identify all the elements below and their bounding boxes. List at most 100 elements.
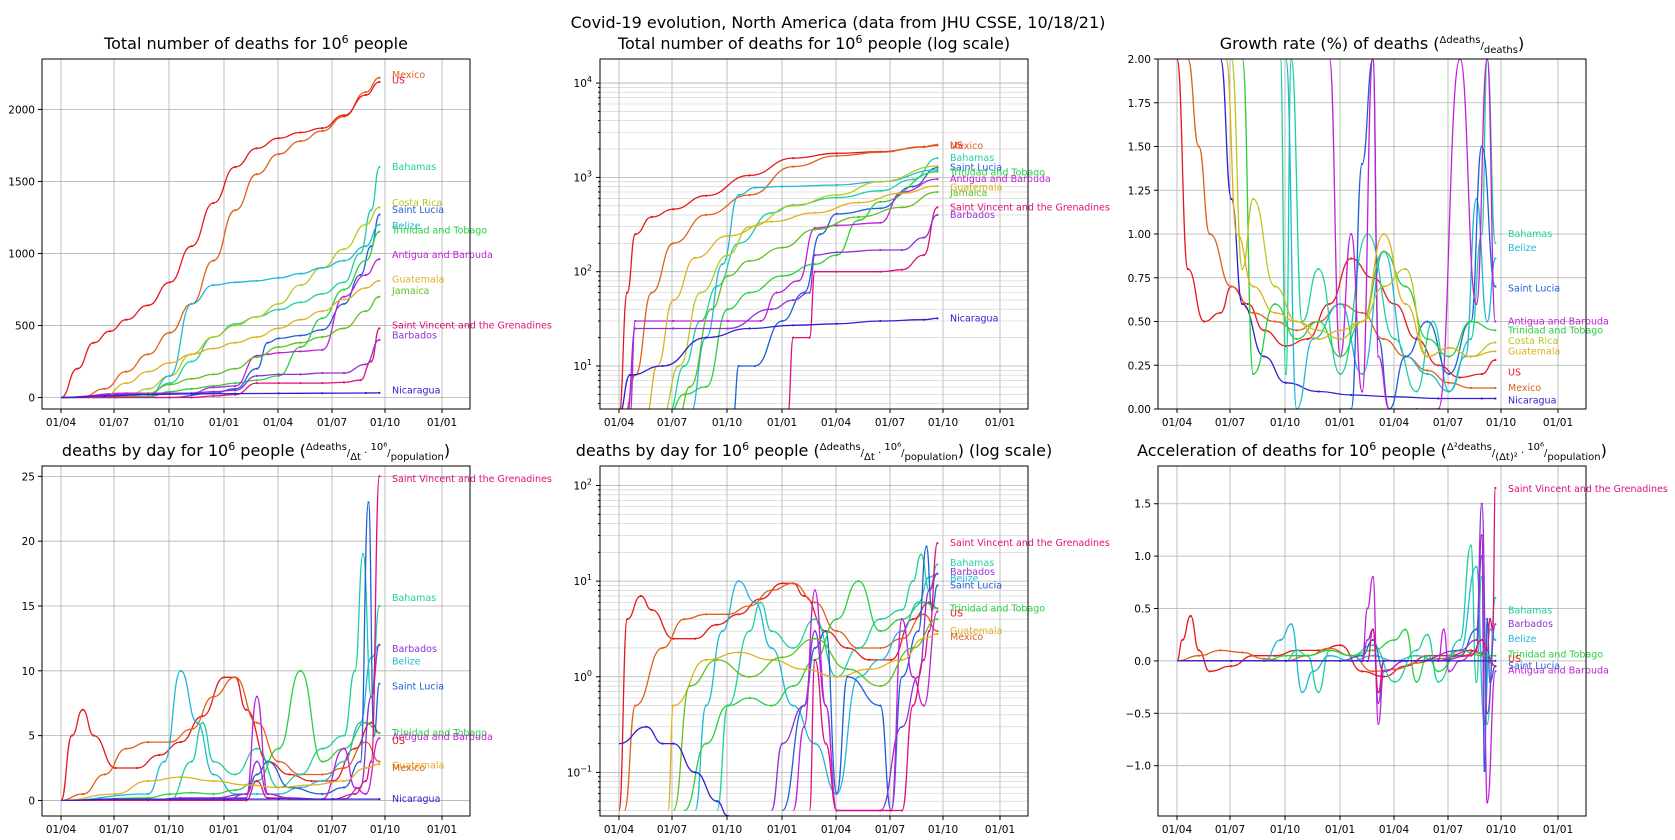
data-point-antigua-and-barbuda — [1382, 670, 1385, 673]
data-point-barbados — [234, 389, 237, 392]
series-end-label-nicaragua: Nicaragua — [392, 794, 440, 805]
data-point-barbados — [726, 327, 730, 330]
panel-title-frac2-den: population — [391, 452, 444, 463]
data-point-belize — [721, 263, 724, 266]
series-end-label-antigua-and-barbuda: Antigua and Barbuda — [950, 174, 1051, 185]
x-tick-label: 01/10 — [1486, 417, 1516, 429]
data-point-saint-vincent-and-the-grenadines — [936, 206, 939, 209]
data-point-bahamas — [190, 360, 193, 363]
y-tick-label: 1.50 — [1128, 142, 1151, 154]
data-point-antigua-and-barbuda — [234, 384, 237, 388]
data-point-us — [1339, 644, 1342, 647]
data-point-bahamas — [900, 608, 904, 612]
x-tick-label: 01/10 — [1270, 417, 1300, 429]
data-point-saint-lucia — [255, 773, 258, 776]
data-point-guatemala — [378, 763, 381, 766]
data-point-us — [1186, 267, 1189, 271]
series-end-label-costa-rica: Costa Rica — [1508, 336, 1558, 347]
data-point-trinidad-and-tobago — [1350, 654, 1353, 657]
y-tick-label: 102 — [574, 264, 592, 279]
data-point-guatemala — [803, 668, 806, 671]
data-point-bahamas — [1426, 633, 1429, 636]
panel-title-sup: 6 — [342, 33, 349, 46]
data-point-saint-vincent-and-the-grenadines — [900, 268, 904, 271]
data-point-guatemala — [277, 786, 280, 789]
data-point-antigua-and-barbuda — [759, 319, 762, 323]
data-point-saint-vincent-and-the-grenadines — [936, 542, 939, 545]
data-point-us — [1350, 257, 1353, 260]
data-point-barbados — [803, 704, 806, 707]
data-point-trinidad-and-tobago — [364, 259, 367, 262]
data-point-mexico — [748, 193, 751, 197]
y-tick-label: 0.75 — [1128, 273, 1151, 285]
data-point-bahamas — [1486, 722, 1489, 725]
x-tick-label: 01/01 — [1543, 417, 1573, 429]
panel-title-text: deaths by day for 10 — [576, 441, 742, 460]
data-point-antigua-and-barbuda — [342, 295, 346, 298]
data-point-saint-vincent-and-the-grenadines — [808, 336, 811, 339]
y-tick-label: 0.0 — [1134, 656, 1151, 668]
data-point-belize — [1371, 654, 1374, 657]
x-tick-label: 01/10 — [1270, 824, 1300, 836]
data-point-bahamas — [1480, 232, 1483, 236]
y-tick-label: 1.25 — [1128, 185, 1151, 197]
data-point-us — [1230, 665, 1233, 668]
data-point-trinidad-and-tobago — [1448, 355, 1451, 358]
data-point-jamaica — [255, 356, 258, 359]
data-point-costa-rica — [234, 324, 237, 327]
data-point-antigua-and-barbuda — [364, 792, 367, 796]
data-point-belize — [737, 193, 740, 197]
data-point-costa-rica — [1382, 285, 1385, 288]
y-tick-label: 0 — [28, 392, 35, 404]
data-point-antigua-and-barbuda — [1371, 576, 1374, 579]
data-point-guatemala — [868, 668, 871, 671]
series-end-label-us: US — [392, 736, 405, 747]
data-point-saint-vincent-and-the-grenadines — [835, 809, 838, 812]
data-point-mexico — [936, 143, 939, 146]
data-point-mexico — [661, 646, 664, 650]
series-group — [1176, 59, 1497, 409]
data-point-saint-lucia — [359, 273, 362, 277]
data-point-bahamas — [748, 630, 751, 633]
series-line-antigua-and-barbuda — [630, 178, 938, 409]
y-tick-label: 1500 — [8, 176, 35, 188]
data-point-saint-lucia — [1448, 372, 1451, 376]
data-point-saint-lucia — [900, 675, 904, 678]
data-point-antigua-and-barbuda — [266, 353, 269, 356]
data-point-jamaica — [299, 341, 302, 344]
data-point-saint-vincent-and-the-grenadines — [342, 381, 346, 384]
data-point-costa-rica — [1241, 267, 1244, 271]
series-end-label-us: US — [392, 76, 405, 87]
data-point-bahamas — [255, 747, 258, 750]
data-point-mexico — [634, 704, 637, 707]
series-end-label-saint-vincent-and-the-grenadines: Saint Vincent and the Grenadines — [392, 320, 552, 331]
data-point-us — [705, 194, 708, 197]
data-point-mexico — [900, 637, 904, 640]
series-group — [619, 143, 939, 409]
data-point-us — [1189, 614, 1192, 618]
data-point-saint-vincent-and-the-grenadines — [911, 704, 915, 707]
data-point-saint-vincent-and-the-grenadines — [255, 382, 258, 385]
data-point-guatemala — [1361, 320, 1364, 323]
data-point-belize — [754, 601, 757, 604]
x-tick-label: 01/01 — [1543, 824, 1573, 836]
data-point-mexico — [321, 129, 324, 133]
data-point-guatemala — [1273, 311, 1277, 314]
data-point-barbados — [928, 589, 931, 592]
data-point-jamaica — [748, 675, 751, 678]
data-point-guatemala — [1339, 329, 1342, 332]
data-point-us — [868, 658, 871, 662]
data-point-nicaragua — [1448, 659, 1451, 663]
data-point-antigua-and-barbuda — [266, 792, 269, 796]
data-point-us — [748, 174, 751, 177]
data-point-barbados — [672, 327, 675, 330]
data-point-nicaragua — [694, 771, 697, 774]
data-point-mexico — [672, 242, 675, 245]
data-point-antigua-and-barbuda — [922, 704, 925, 707]
data-point-belize — [813, 742, 817, 745]
x-tick-label: 01/10 — [154, 417, 184, 429]
data-point-trinidad-and-tobago — [936, 170, 939, 173]
data-point-barbados — [936, 572, 939, 575]
data-point-barbados — [114, 393, 117, 396]
data-point-barbados — [1458, 649, 1462, 652]
